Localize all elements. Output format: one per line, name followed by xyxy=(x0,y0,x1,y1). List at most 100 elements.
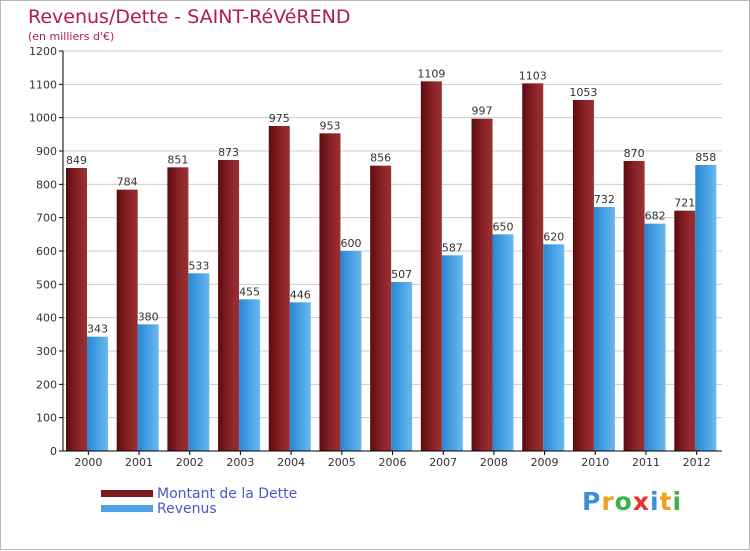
logo-letter: o xyxy=(614,487,633,516)
value-label-debt: 953 xyxy=(319,119,340,132)
bar-revenue xyxy=(644,223,666,451)
value-label-revenue: 343 xyxy=(87,323,108,336)
value-label-revenue: 732 xyxy=(594,193,615,206)
value-label-debt: 1103 xyxy=(519,69,547,82)
legend-label-debt: Montant de la Dette xyxy=(157,485,298,502)
y-tick-label: 600 xyxy=(36,245,57,258)
value-label-debt: 849 xyxy=(66,154,87,167)
bar-revenue xyxy=(188,273,210,451)
bar-revenue xyxy=(593,207,615,451)
value-label-revenue: 587 xyxy=(442,241,463,254)
value-label-debt: 851 xyxy=(167,153,188,166)
chart-subtitle: (en milliers d'€) xyxy=(28,30,115,43)
chart-title: Revenus/Dette - SAINT-RéVéREND xyxy=(28,6,351,28)
value-label-debt: 721 xyxy=(674,197,695,210)
bar-debt xyxy=(268,126,290,451)
y-tick-label: 800 xyxy=(36,178,57,191)
y-tick-label: 700 xyxy=(36,212,57,225)
x-tick-label: 2002 xyxy=(176,456,204,469)
bar-revenue xyxy=(289,302,311,451)
bar-debt xyxy=(167,167,189,452)
x-tick-labels: 2000 2001 2002 2003 2004 2005 2006 2007 2008 2009… xyxy=(74,451,711,469)
x-tick-label: 2003 xyxy=(226,456,254,469)
value-label-debt: 1053 xyxy=(569,86,597,99)
legend-swatch-debt xyxy=(101,490,153,497)
value-label-debt: 870 xyxy=(624,147,645,160)
bar-revenue xyxy=(137,324,159,451)
value-label-revenue: 533 xyxy=(188,259,209,272)
bar-debt xyxy=(522,83,544,451)
x-tick-label: 2010 xyxy=(581,456,609,469)
value-label-revenue: 858 xyxy=(695,151,716,164)
value-label-debt: 856 xyxy=(370,152,391,165)
bar-debt xyxy=(116,189,138,451)
bar-debt xyxy=(218,160,240,451)
x-tick-label: 2005 xyxy=(328,456,356,469)
logo-letter: r xyxy=(601,487,615,516)
y-tick-label: 400 xyxy=(36,312,57,325)
y-tick-label: 1200 xyxy=(29,45,57,58)
value-label-revenue: 455 xyxy=(239,285,260,298)
value-label-debt: 997 xyxy=(472,105,493,118)
bars xyxy=(66,81,717,452)
logo-letter: x xyxy=(632,487,650,516)
value-label-revenue: 600 xyxy=(340,237,361,250)
logo-letter: t xyxy=(659,487,673,516)
bar-revenue xyxy=(391,282,413,451)
value-label-debt: 975 xyxy=(269,112,290,125)
legend: Montant de la Dette Revenus xyxy=(101,485,298,517)
logo-letter: i xyxy=(672,487,683,516)
bar-debt xyxy=(674,210,696,451)
legend-swatch-revenue xyxy=(101,505,153,512)
bar-debt xyxy=(471,118,493,452)
bar-revenue xyxy=(441,255,463,451)
y-tick-label: 200 xyxy=(36,378,57,391)
bar-revenue xyxy=(239,299,261,451)
y-tick-label: 500 xyxy=(36,278,57,291)
x-tick-label: 2011 xyxy=(632,456,660,469)
proxiti-logo: Proxiti xyxy=(582,487,682,516)
y-tick-label: 1100 xyxy=(29,78,57,91)
y-tick-label: 0 xyxy=(50,445,57,458)
bar-debt xyxy=(319,133,341,452)
value-label-revenue: 650 xyxy=(493,220,514,233)
x-tick-label: 2006 xyxy=(379,456,407,469)
bar-revenue xyxy=(340,251,362,451)
bar-revenue xyxy=(543,244,565,451)
bar-revenue xyxy=(492,234,514,451)
value-label-revenue: 446 xyxy=(290,288,311,301)
value-label-revenue: 507 xyxy=(391,268,412,281)
logo-letter: P xyxy=(582,487,602,516)
legend-item-revenue: Revenus xyxy=(101,500,297,517)
value-label-debt: 873 xyxy=(218,146,239,159)
bar-debt xyxy=(623,161,645,451)
bar-debt xyxy=(420,81,442,451)
y-tick-label: 1000 xyxy=(29,112,57,125)
x-tick-label: 2008 xyxy=(480,456,508,469)
x-tick-label: 2004 xyxy=(277,456,305,469)
x-tick-label: 2000 xyxy=(74,456,102,469)
x-tick-label: 2012 xyxy=(683,456,711,469)
bar-revenue xyxy=(87,336,108,451)
value-label-debt: 784 xyxy=(117,176,138,189)
bar-debt xyxy=(572,100,594,451)
x-tick-label: 2007 xyxy=(429,456,457,469)
y-tick-labels: 0 100 200 300 400 500 600 700 800 900 1000 1100 1200 xyxy=(29,45,57,458)
bar-revenue xyxy=(695,165,717,451)
logo-letter: i xyxy=(650,487,660,516)
legend-label-revenue: Revenus xyxy=(157,500,217,517)
legend-item-debt: Montant de la Dette xyxy=(101,485,298,502)
y-tick-label: 300 xyxy=(36,345,57,358)
value-label-revenue: 682 xyxy=(645,210,666,223)
value-label-revenue: 380 xyxy=(138,310,159,323)
axes xyxy=(62,51,722,452)
value-label-debt: 1109 xyxy=(417,67,445,80)
value-label-revenue: 620 xyxy=(543,230,564,243)
x-tick-label: 2001 xyxy=(125,456,153,469)
y-tick-label: 900 xyxy=(36,145,57,158)
x-tick-label: 2009 xyxy=(531,456,559,469)
bar-debt xyxy=(66,168,87,451)
bar-debt xyxy=(370,165,392,451)
